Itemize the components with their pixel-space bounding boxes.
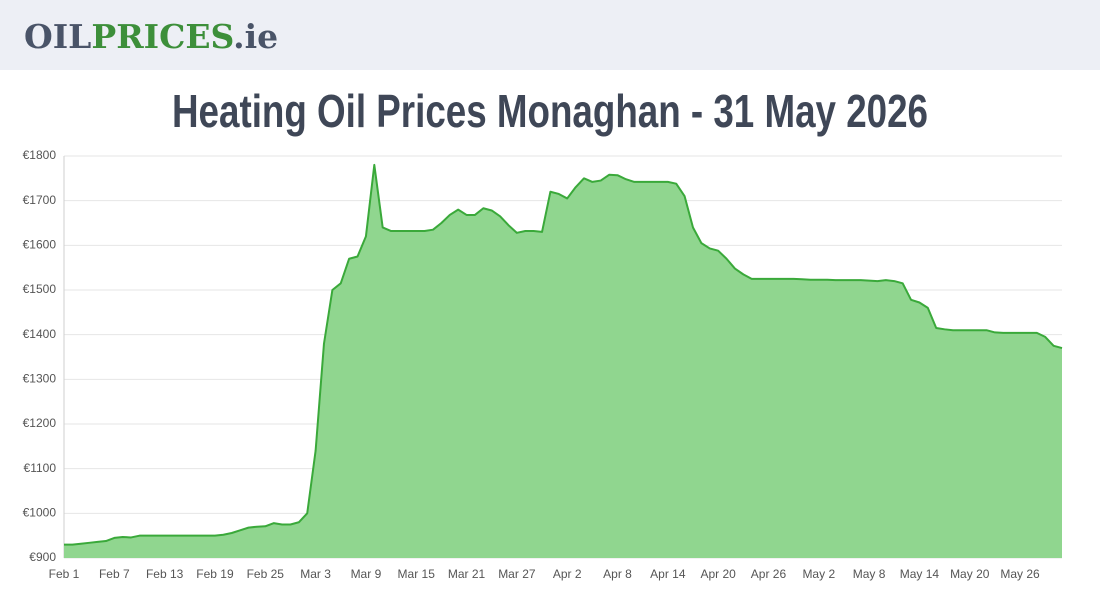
y-tick-label: €1800 xyxy=(23,148,57,162)
logo-part: PRICES xyxy=(91,17,233,56)
y-tick-label: €1400 xyxy=(23,327,57,341)
plot: €900 €1000 €1100 €1200 €1300 €1400 €1500 €1600 €… xyxy=(23,148,1063,581)
chart-title: Heating Oil Prices Monaghan - 31 May 202… xyxy=(172,85,928,137)
y-tick-label: €1000 xyxy=(23,506,57,520)
x-tick-label: May 8 xyxy=(853,567,886,581)
area xyxy=(64,164,1062,558)
x-tick-label: Mar 9 xyxy=(351,567,382,581)
x-tick-label: Feb 13 xyxy=(146,567,184,581)
x-tick-label: Apr 26 xyxy=(751,567,787,581)
x-tick-label: Mar 27 xyxy=(498,567,536,581)
x-tick-label: Feb 19 xyxy=(196,567,234,581)
x-tick-label: Feb 7 xyxy=(99,567,130,581)
header-bar xyxy=(0,0,1100,70)
logo[interactable]: OILPRICES.ie xyxy=(24,17,278,56)
y-tick-label: €900 xyxy=(29,550,56,564)
y-tick-label: €1300 xyxy=(23,372,57,386)
x-tick-label: May 20 xyxy=(950,567,990,581)
x-tick-label: Mar 15 xyxy=(398,567,436,581)
line xyxy=(64,163,1063,546)
logo-part: .ie xyxy=(233,17,278,56)
x-tick-label: Feb 1 xyxy=(49,567,80,581)
y-tick-label: €1500 xyxy=(23,282,57,296)
y-tick-label: €1700 xyxy=(23,193,57,207)
x-tick-label: Apr 20 xyxy=(700,567,736,581)
y-tick-label: €1200 xyxy=(23,416,57,430)
x-tick-label: Mar 21 xyxy=(448,567,486,581)
x-tick-label: May 14 xyxy=(900,567,940,581)
x-tick-label: May 2 xyxy=(802,567,835,581)
x-tick-label: Mar 3 xyxy=(300,567,331,581)
y-tick-label: €1600 xyxy=(23,238,57,252)
logo-part: OIL xyxy=(24,17,91,56)
x-tick-label: Apr 8 xyxy=(603,567,632,581)
x-tick-label: Apr 14 xyxy=(650,567,686,581)
x-tick-label: Feb 25 xyxy=(247,567,285,581)
y-tick-label: €1100 xyxy=(24,461,57,475)
x-tick-label: Apr 2 xyxy=(553,567,582,581)
x-tick-label: May 26 xyxy=(1000,567,1040,581)
